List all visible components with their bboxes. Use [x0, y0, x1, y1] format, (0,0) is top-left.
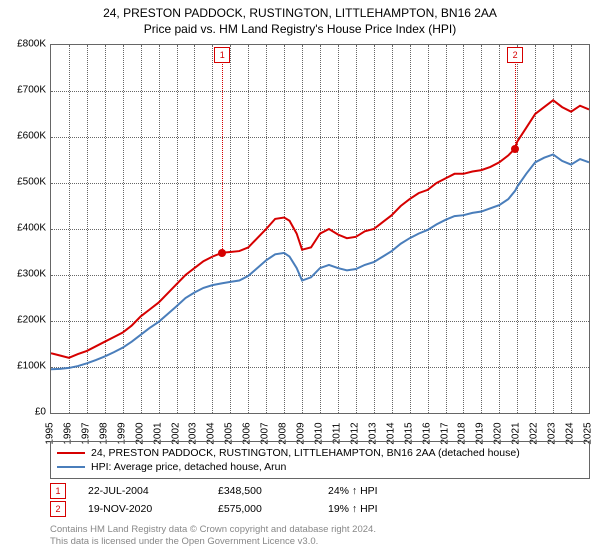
legend-label: HPI: Average price, detached house, Arun [91, 461, 286, 473]
sale-date: 19-NOV-2020 [88, 503, 218, 515]
page-container: 24, PRESTON PADDOCK, RUSTINGTON, LITTLEH… [0, 0, 600, 560]
sales-table: 1 22-JUL-2004£348,50024% ↑ HPI 2 19-NOV-202… [50, 482, 428, 518]
y-tick-label: £300K [2, 269, 46, 280]
sale-row: 1 22-JUL-2004£348,50024% ↑ HPI [50, 482, 428, 500]
chart-title-address: 24, PRESTON PADDOCK, RUSTINGTON, LITTLEH… [0, 0, 600, 20]
sale-price: £348,500 [218, 485, 328, 497]
footer-line1: Contains HM Land Registry data © Crown c… [50, 524, 376, 536]
sale-marker-icon: 1 [50, 483, 66, 499]
legend-label: 24, PRESTON PADDOCK, RUSTINGTON, LITTLEH… [91, 447, 520, 459]
legend-item: 24, PRESTON PADDOCK, RUSTINGTON, LITTLEH… [57, 446, 583, 460]
series-line [51, 154, 589, 369]
sale-price: £575,000 [218, 503, 328, 515]
sale-marker-line [515, 61, 516, 149]
sale-date: 22-JUL-2004 [88, 485, 218, 497]
chart-plot-area: 12 [50, 44, 590, 414]
sale-diff: 24% ↑ HPI [328, 485, 428, 497]
y-tick-label: £400K [2, 223, 46, 234]
y-tick-label: £800K [2, 39, 46, 50]
y-tick-label: £100K [2, 361, 46, 372]
y-tick-label: £200K [2, 315, 46, 326]
y-tick-label: £600K [2, 131, 46, 142]
sale-marker-line [222, 61, 223, 253]
sale-marker-box: 1 [214, 47, 230, 63]
sale-marker-box: 2 [507, 47, 523, 63]
sale-diff: 19% ↑ HPI [328, 503, 428, 515]
footer-line2: This data is licensed under the Open Gov… [50, 536, 376, 548]
series-line [51, 100, 589, 358]
chart-svg [51, 45, 589, 413]
y-tick-label: £700K [2, 85, 46, 96]
legend-swatch [57, 452, 85, 454]
y-tick-label: £0 [2, 407, 46, 418]
sale-row: 2 19-NOV-2020£575,00019% ↑ HPI [50, 500, 428, 518]
legend-item: HPI: Average price, detached house, Arun [57, 460, 583, 474]
chart-title-subtitle: Price paid vs. HM Land Registry's House … [0, 20, 600, 36]
sale-marker-icon: 2 [50, 501, 66, 517]
sale-marker-dot [218, 249, 226, 257]
legend-swatch [57, 466, 85, 468]
sale-marker-dot [511, 145, 519, 153]
footer-attribution: Contains HM Land Registry data © Crown c… [50, 524, 376, 548]
y-tick-label: £500K [2, 177, 46, 188]
chart-legend: 24, PRESTON PADDOCK, RUSTINGTON, LITTLEH… [50, 441, 590, 479]
